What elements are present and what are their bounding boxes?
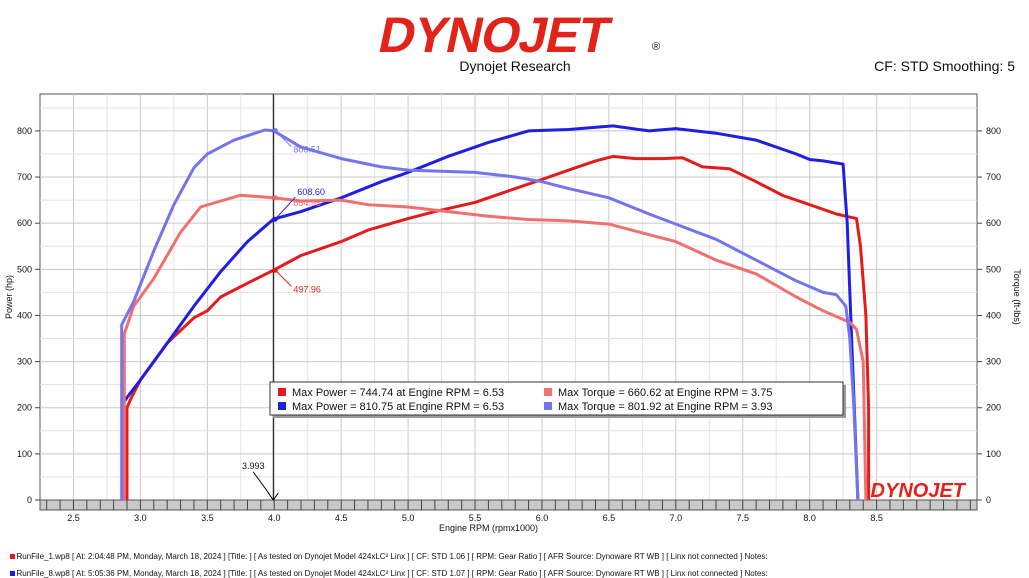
series-line-2 [121,124,860,501]
x-tick-label: 8.5 [870,513,883,523]
cursor-value-leader [275,197,292,201]
y2-tick-label: 800 [986,126,1001,136]
cursor-value-label: 800.51 [293,145,321,155]
legend-box [269,381,844,416]
x-tick-label: 7.0 [670,513,683,523]
legend-swatch [544,402,552,410]
x-tick-label: 3.5 [201,513,214,523]
y-tick-label: 800 [17,126,32,136]
chart-subtitle: Dynojet Research [459,58,571,74]
legend-entry: Max Power = 810.75 at Engine RPM = 6.53 [292,401,504,413]
legend-entry: Max Torque = 660.62 at Engine RPM = 3.75 [558,387,772,399]
x-axis-strip [39,499,978,511]
rpm-cursor-arrow [267,492,279,501]
x-tick-label: 7.5 [736,513,749,523]
run-file-1-text: RunFile_1.wp8 [ At: 2:04:48 PM, Monday, … [16,552,768,561]
legend-swatch [544,388,552,396]
logo-text: DYNOJET [374,7,616,58]
run-file-2-info: RunFile_8.wp8 [ At: 5:05:36 PM, Monday, … [6,560,768,578]
legend-entry: Max Power = 744.74 at Engine RPM = 6.53 [292,387,504,399]
x-tick-label: 2.5 [67,513,80,523]
y2-tick-label: 700 [986,172,1001,182]
y-axis-label: Power (hp) [4,275,14,319]
x-tick-label: 5.5 [469,513,482,523]
cursor-value-marker [272,216,278,222]
y-tick-label: 200 [17,403,32,413]
run-file-2-text: RunFile_8.wp8 [ At: 5:05:36 PM, Monday, … [16,569,768,578]
rpm-cursor-leader [252,471,270,495]
y2-tick-label: 200 [986,403,1001,413]
y2-axis-label: Torque (ft-lbs) [1012,269,1022,325]
x-tick-label: 3.0 [134,513,147,523]
y2-tick-label: 300 [986,357,1001,367]
x-tick-label: 4.0 [268,513,281,523]
run-1-color-swatch [10,554,16,559]
watermark-logo: DYNOJET [871,480,967,502]
y2-tick-label: 100 [986,449,1001,459]
y2-tick-label: 0 [986,495,991,505]
x-tick-label: 8.0 [803,513,816,523]
cursor-value-marker [272,128,278,134]
x-tick-label: 5.0 [402,513,415,523]
x-tick-label: 6.0 [536,513,549,523]
cursor-value-label: 497.96 [293,284,321,294]
y-tick-label: 100 [17,449,32,459]
cursor-value-marker [272,195,278,201]
series-line-3 [122,193,868,501]
run-2-color-swatch [10,571,16,576]
y-tick-label: 500 [17,264,32,274]
dynojet-logo-mark: DYNOJET ® [374,7,660,63]
x-tick-label: 4.5 [335,513,348,523]
series-line-4 [120,128,860,501]
x-tick-label: 6.5 [603,513,616,523]
run-file-1-info: RunFile_1.wp8 [ At: 2:04:48 PM, Monday, … [6,543,768,561]
y2-tick-label: 500 [986,264,1001,274]
cursor-value-leader [274,269,292,287]
y2-tick-label: 400 [986,310,1001,320]
cursor-value-leader [274,196,296,220]
y-tick-label: 600 [17,218,32,228]
registered-mark: ® [652,41,660,53]
legend-swatch [278,388,286,396]
legend-entry: Max Torque = 801.92 at Engine RPM = 3.93 [558,401,772,413]
y2-tick-label: 600 [986,218,1001,228]
legend-swatch [278,402,286,410]
x-axis-label: Engine RPM (rpmx1000) [439,523,538,533]
cursor-value-label: 608.60 [297,187,325,197]
series-line-1 [125,154,871,500]
cursor-value-leader [274,130,292,148]
y-tick-label: 400 [17,310,32,320]
cursor-value-label: 654.95 [293,198,321,208]
y-tick-label: 700 [17,172,32,182]
dyno-chart[interactable]: 2.5 3.0 3.5 4.0 4.5 5.0 5.5 6.0 6.5 7.0 7.5 8.0 8.5 E… [0,84,1029,534]
dynojet-logo: DYNOJET ® [368,6,668,63]
correction-factor-info: CF: STD Smoothing: 5 [874,58,1015,74]
cursor-value-marker [272,267,278,273]
y-tick-label: 0 [27,495,32,505]
y-tick-label: 300 [17,357,32,367]
rpm-cursor-label: 3.993 [242,461,265,471]
